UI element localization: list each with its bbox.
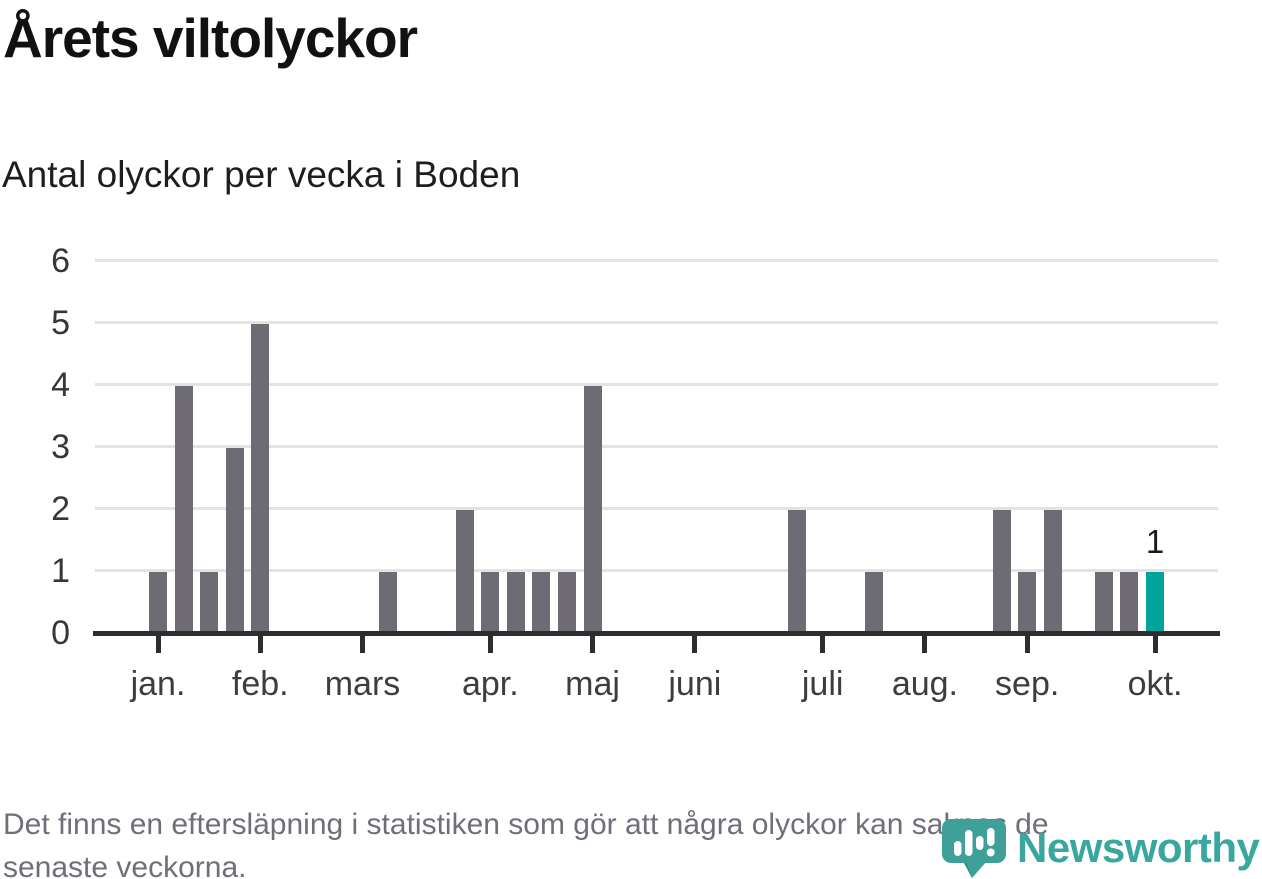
y-axis-tick-label: 6: [51, 242, 70, 280]
y-axis-tick-label: 0: [51, 614, 70, 652]
gridline: [95, 383, 1218, 386]
x-axis-month-label: maj: [565, 665, 620, 703]
bar: [481, 572, 500, 634]
bar: [532, 572, 551, 634]
x-axis-month-label: sep.: [995, 665, 1060, 703]
y-axis-tick-label: 5: [51, 304, 70, 342]
gridline: [95, 445, 1218, 448]
gridline: [95, 569, 1218, 572]
x-axis-tick: [1024, 636, 1030, 653]
newsworthy-logo-icon: [942, 819, 1006, 878]
x-axis-month-label: apr.: [461, 665, 519, 703]
x-axis-tick: [820, 636, 826, 653]
x-axis-month-label: okt.: [1127, 665, 1183, 703]
x-axis-tick: [360, 636, 365, 653]
x-axis-tick: [487, 636, 493, 653]
page-subtitle: Antal olyckor per vecka i Boden: [2, 154, 521, 195]
x-axis-tick: [692, 636, 698, 653]
footnote: Det finns en eftersläpning i statistiken…: [3, 803, 1259, 879]
bar: [558, 572, 577, 634]
x-axis-month-label: mars: [324, 665, 401, 703]
bar: [1043, 510, 1062, 634]
page-title: Årets viltolyckor: [3, 7, 418, 69]
footnote-line: Det finns en eftersläpning i statistiken…: [3, 808, 1049, 841]
bar: [149, 572, 167, 634]
x-axis-month-label: juli: [801, 665, 844, 703]
x-axis-line: [93, 631, 1220, 636]
y-axis-tick-label: 2: [51, 490, 70, 528]
bar: [583, 386, 602, 634]
y-axis-tick-label: 3: [51, 428, 70, 466]
bar: [251, 324, 270, 634]
y-axis-tick-label: 4: [51, 366, 70, 404]
footnote-line: senaste veckorna.: [3, 851, 247, 879]
x-axis-month-label: juni: [668, 665, 722, 703]
x-axis-month-label: aug.: [891, 665, 959, 703]
gridline: [95, 321, 1218, 324]
bar: [992, 510, 1011, 634]
bar: [864, 572, 883, 634]
bar: [1146, 572, 1164, 634]
bar: [200, 572, 219, 634]
gridline: [95, 259, 1218, 262]
bar: [1094, 572, 1113, 634]
x-axis-tick: [1152, 636, 1158, 653]
bar: [788, 510, 807, 634]
newsworthy-logo: Newsworthy: [941, 818, 1260, 879]
bar: [174, 386, 193, 634]
x-axis-tick: [257, 636, 263, 653]
bar: [1120, 572, 1139, 634]
bar: [455, 510, 474, 634]
x-axis-month-label: jan.: [130, 665, 186, 703]
newsworthy-wordmark: Newsworthy: [1017, 824, 1260, 871]
bar-value-label: 1: [1145, 523, 1165, 560]
bar: [379, 572, 398, 634]
bar: [225, 448, 244, 634]
x-axis-tick: [590, 636, 596, 653]
x-axis-month-label: feb.: [231, 665, 289, 703]
gridline: [95, 507, 1218, 510]
bar: [506, 572, 525, 634]
bar: [1018, 572, 1037, 634]
x-axis-tick: [155, 636, 161, 653]
y-axis-tick-label: 1: [51, 552, 70, 590]
x-axis-tick: [922, 636, 928, 653]
